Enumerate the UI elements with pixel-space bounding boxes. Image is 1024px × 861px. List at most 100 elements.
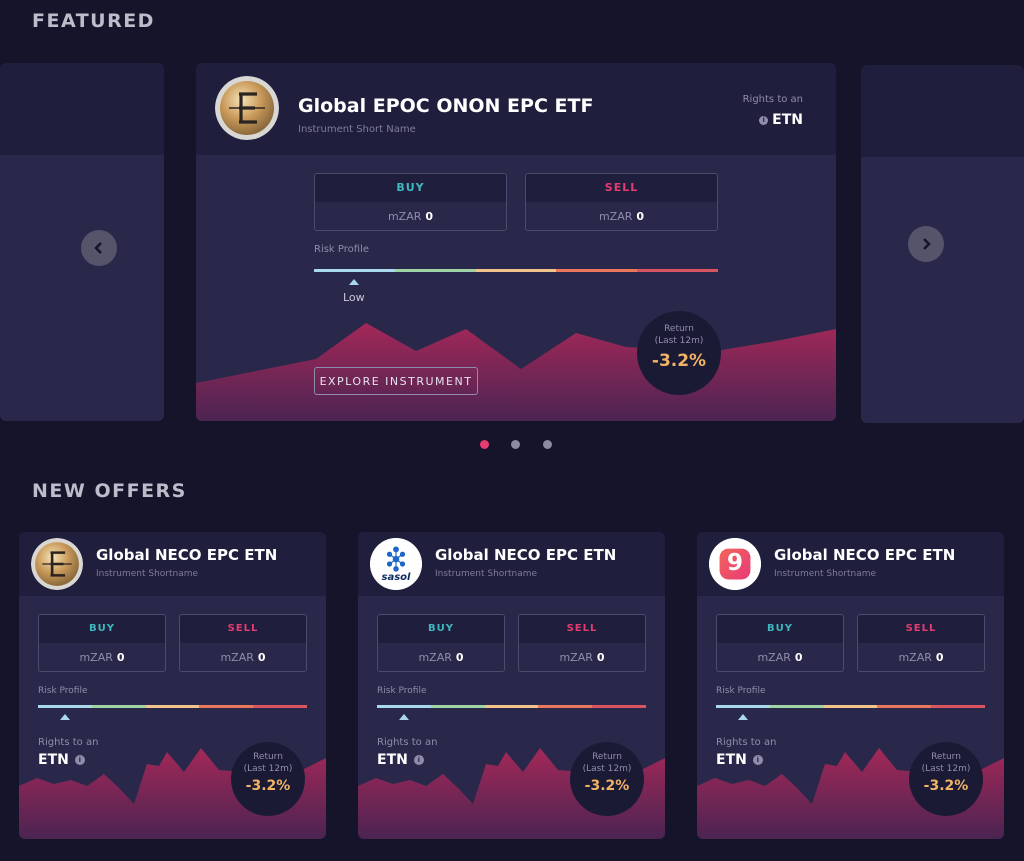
new-offers-section-title: NEW OFFERS: [32, 480, 187, 502]
featured-card-header: [196, 63, 836, 155]
info-icon[interactable]: i: [759, 115, 769, 125]
rights-value-text: ETN: [377, 752, 408, 768]
risk-profile-label: Risk Profile: [314, 244, 369, 255]
sell-value: 0: [596, 651, 605, 664]
offer-card[interactable]: sasol Global NECO EPC ETN Instrument Sho…: [358, 532, 665, 839]
nine-logo-text: 9: [726, 550, 743, 576]
info-icon[interactable]: i: [413, 755, 424, 765]
risk-profile-label: Risk Profile: [716, 686, 766, 696]
offer-subtitle: Instrument Shortname: [435, 569, 538, 579]
return-value: -3.2%: [584, 778, 630, 795]
featured-section-title: FEATURED: [32, 10, 155, 32]
instrument-title: Global EPOC ONON EPC ETF: [298, 95, 594, 117]
currency-label: mZAR: [418, 651, 452, 664]
buy-value: 0: [455, 651, 464, 664]
risk-level-marker: [738, 714, 748, 720]
sell-label[interactable]: SELL: [180, 615, 306, 643]
sell-amount[interactable]: mZAR 0: [180, 643, 306, 671]
buy-amount[interactable]: mZAR 0: [717, 643, 843, 671]
return-period: (Last 12m): [243, 763, 293, 774]
buy-panel[interactable]: BUY mZAR 0: [377, 614, 505, 672]
rights-label: Rights to an: [742, 94, 803, 105]
offer-card[interactable]: 9 Global NECO EPC ETN Instrument Shortna…: [697, 532, 1004, 839]
return-period: (Last 12m): [654, 335, 704, 346]
currency-label: mZAR: [79, 651, 113, 664]
sell-amount[interactable]: mZAR 0: [526, 202, 717, 230]
sell-amount[interactable]: mZAR 0: [858, 643, 984, 671]
buy-amount[interactable]: mZAR 0: [315, 202, 506, 230]
risk-profile-label: Risk Profile: [38, 686, 88, 696]
buy-panel[interactable]: BUY mZAR 0: [314, 173, 507, 231]
sell-panel[interactable]: SELL mZAR 0: [179, 614, 307, 672]
sell-label[interactable]: SELL: [858, 615, 984, 643]
carousel-next-card[interactable]: [861, 65, 1024, 423]
buy-label[interactable]: BUY: [717, 615, 843, 643]
performance-sparkline: [358, 748, 665, 839]
return-period: (Last 12m): [921, 763, 971, 774]
rights-value: ETN i: [716, 752, 763, 768]
info-icon[interactable]: i: [752, 755, 763, 765]
return-label: Return: [592, 752, 622, 762]
offer-subtitle: Instrument Shortname: [774, 569, 877, 579]
carousel-prev-card[interactable]: [0, 63, 164, 421]
currency-label: mZAR: [598, 210, 633, 223]
sell-value: 0: [935, 651, 944, 664]
offer-title: Global NECO EPC ETN: [774, 546, 956, 564]
currency-label: mZAR: [757, 651, 791, 664]
currency-label: mZAR: [559, 651, 593, 664]
featured-card[interactable]: Global EPOC ONON EPC ETF Instrument Shor…: [196, 63, 836, 421]
buy-label[interactable]: BUY: [315, 174, 506, 202]
return-value: -3.2%: [245, 778, 291, 795]
rights-label: Rights to an: [377, 737, 438, 748]
info-icon[interactable]: i: [74, 755, 85, 765]
performance-sparkline: [697, 748, 1004, 839]
sell-amount[interactable]: mZAR 0: [519, 643, 645, 671]
buy-panel[interactable]: BUY mZAR 0: [716, 614, 844, 672]
sasol-logo: sasol: [370, 538, 422, 590]
chevron-right-icon[interactable]: [908, 226, 944, 262]
offer-card[interactable]: Global NECO EPC ETN Instrument Shortname…: [19, 532, 326, 839]
sell-value: 0: [257, 651, 266, 664]
rights-value: i ETN: [759, 112, 803, 128]
currency-label: mZAR: [898, 651, 932, 664]
explore-instrument-button[interactable]: EXPLORE INSTRUMENT: [314, 367, 478, 395]
rights-value: ETN i: [38, 752, 85, 768]
carousel-dot-1[interactable]: [480, 440, 489, 449]
sell-panel[interactable]: SELL mZAR 0: [525, 173, 718, 231]
sell-value: 0: [636, 210, 645, 223]
risk-profile-bar: [716, 705, 985, 708]
risk-level-marker: [60, 714, 70, 720]
currency-label: mZAR: [387, 210, 422, 223]
buy-amount[interactable]: mZAR 0: [39, 643, 165, 671]
buy-value: 0: [116, 651, 125, 664]
instrument-subtitle: Instrument Short Name: [298, 124, 416, 135]
return-label: Return: [664, 324, 694, 334]
rights-value: ETN i: [377, 752, 424, 768]
rights-label: Rights to an: [38, 737, 99, 748]
carousel-dot-2[interactable]: [511, 440, 520, 449]
performance-sparkline: [19, 748, 326, 839]
buy-label[interactable]: BUY: [39, 615, 165, 643]
risk-level-text: Low: [343, 291, 365, 304]
buy-amount[interactable]: mZAR 0: [378, 643, 504, 671]
buy-panel[interactable]: BUY mZAR 0: [38, 614, 166, 672]
return-value: -3.2%: [923, 778, 969, 795]
return-label: Return: [931, 752, 961, 762]
sell-label[interactable]: SELL: [526, 174, 717, 202]
epc-coin-logo: [215, 76, 279, 140]
return-badge: Return (Last 12m) -3.2%: [570, 742, 644, 816]
sell-label[interactable]: SELL: [519, 615, 645, 643]
return-value: -3.2%: [651, 351, 707, 372]
risk-profile-bar: [38, 705, 307, 708]
risk-profile-bar: [314, 269, 718, 272]
sell-panel[interactable]: SELL mZAR 0: [857, 614, 985, 672]
buy-label[interactable]: BUY: [378, 615, 504, 643]
sell-panel[interactable]: SELL mZAR 0: [518, 614, 646, 672]
rights-value-text: ETN: [772, 112, 803, 128]
return-badge: Return (Last 12m) -3.2%: [909, 742, 983, 816]
return-label: Return: [253, 752, 283, 762]
chevron-left-icon[interactable]: [81, 230, 117, 266]
rights-value-text: ETN: [716, 752, 747, 768]
risk-level-marker: [399, 714, 409, 720]
carousel-dot-3[interactable]: [543, 440, 552, 449]
